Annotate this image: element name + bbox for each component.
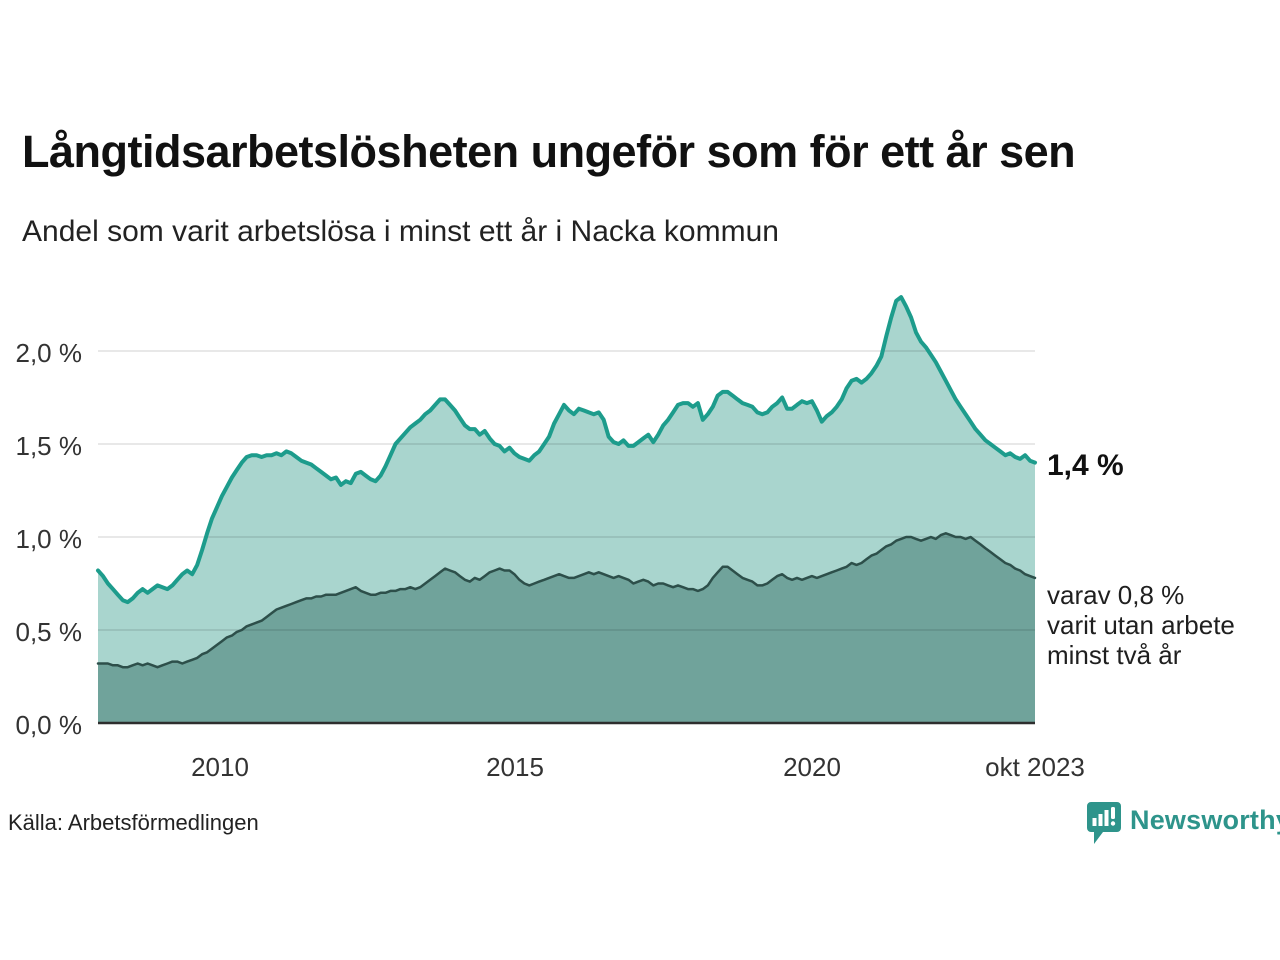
newsworthy-logo: Newsworthy — [1086, 801, 1280, 845]
y-tick-label: 1,0 % — [15, 524, 83, 554]
logo-exclamation-stem — [1111, 807, 1115, 819]
two-year-series-end-label: varav 0,8 % varit utan arbete minst två … — [1047, 580, 1235, 670]
newsworthy-logo-text: Newsworthy — [1130, 805, 1280, 835]
total-line — [96, 295, 1037, 605]
newsworthy-logo-icon — [1087, 802, 1121, 844]
y-tick-label: 1,5 % — [15, 431, 83, 461]
x-tick-label: 2020 — [783, 752, 841, 782]
logo-bar-tall — [1104, 810, 1109, 826]
two-year-area-fill — [98, 533, 1035, 723]
page-title: Långtidsarbetslösheten ungeför som för e… — [22, 126, 1076, 177]
y-tick-label: 2,0 % — [15, 338, 83, 368]
gridlines — [98, 350, 1035, 631]
two-year-line — [96, 532, 1037, 669]
y-tick-label: 0,0 % — [15, 710, 83, 740]
x-tick-label: 2010 — [191, 752, 249, 782]
source-credit: Källa: Arbetsförmedlingen — [8, 810, 259, 835]
page-subtitle: Andel som varit arbetslösa i minst ett å… — [22, 215, 779, 248]
logo-bar-medium — [1098, 814, 1103, 826]
y-tick-label: 0,5 % — [15, 617, 83, 647]
x-tick-label: 2015 — [486, 752, 544, 782]
logo-exclamation-dot — [1110, 821, 1116, 826]
x-tick-label: okt 2023 — [985, 752, 1085, 782]
logo-bar-small — [1092, 818, 1097, 826]
total-series-end-label: 1,4 % — [1047, 449, 1124, 482]
